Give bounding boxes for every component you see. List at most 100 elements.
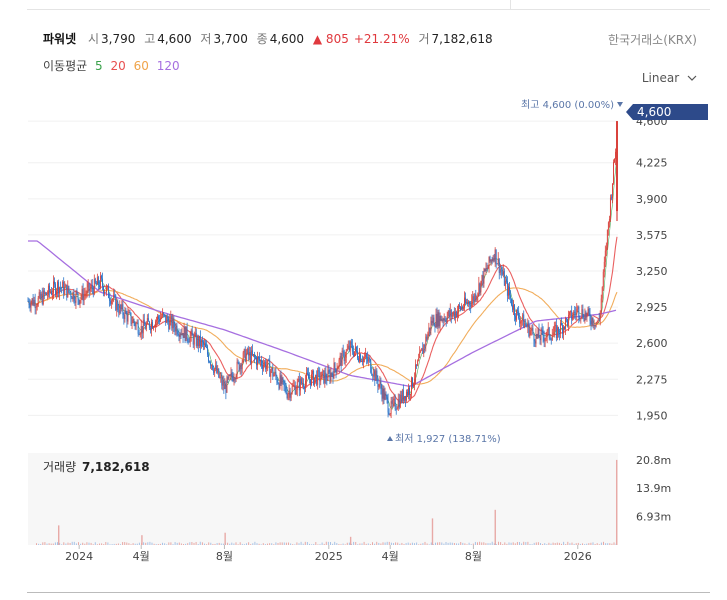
candle-body — [147, 318, 149, 322]
volume-bar — [298, 543, 300, 545]
candle-body — [334, 363, 336, 369]
moving-average-legend[interactable]: 이동평균 5 20 60 120 — [43, 57, 184, 74]
candle-body — [131, 322, 133, 324]
volume-bar — [342, 543, 344, 545]
volume-bar — [313, 543, 315, 545]
candle-body — [392, 399, 394, 404]
candle-body — [297, 378, 299, 382]
volume-bar — [487, 543, 489, 545]
volume-bar — [554, 543, 556, 545]
candle-body — [451, 314, 453, 317]
volume-bar — [519, 542, 520, 545]
candle-body — [316, 374, 318, 385]
volume-bar — [71, 541, 73, 545]
candle-body — [80, 297, 82, 301]
candle-body — [428, 327, 430, 334]
ma-120[interactable]: 120 — [156, 59, 180, 73]
volume-bar — [588, 543, 590, 545]
candle-body — [82, 289, 84, 301]
volume-bar — [365, 543, 367, 545]
candle-body — [116, 301, 118, 311]
candle-body — [79, 300, 81, 305]
candle-body — [515, 316, 517, 320]
candle-body — [136, 322, 138, 324]
volume-bar — [579, 543, 581, 545]
candle-body — [507, 287, 509, 296]
candle-body — [339, 356, 341, 360]
candle-body — [405, 391, 407, 401]
candle-body — [438, 312, 440, 327]
candle-body — [597, 319, 599, 323]
volume-bar — [42, 542, 44, 545]
candle-body — [300, 378, 302, 384]
candle-body — [279, 375, 281, 389]
volume-bar — [48, 543, 50, 545]
candle-body — [45, 292, 47, 296]
candle-body — [258, 356, 259, 358]
volume-bar — [185, 543, 187, 545]
candle-body — [605, 247, 607, 251]
candle-body — [349, 341, 351, 351]
candle-body — [593, 325, 595, 326]
candle-body — [107, 286, 109, 288]
ma-60[interactable]: 60 — [133, 59, 149, 73]
candle-body — [564, 326, 565, 330]
candle-body — [249, 352, 251, 363]
candle-body — [606, 229, 608, 248]
candle-body — [462, 307, 463, 309]
candle-body — [521, 320, 523, 322]
volume-bar — [65, 543, 67, 545]
candle-body — [256, 358, 257, 366]
volume-bar — [321, 542, 323, 545]
min-price-annotation: 최저 1,927 (138.71%) — [395, 433, 501, 445]
candle-body — [62, 281, 64, 289]
volume-bar — [153, 543, 155, 545]
candle-body — [318, 370, 320, 372]
candle-body — [207, 347, 208, 355]
candle-body — [610, 197, 612, 199]
volume-bar — [590, 542, 592, 545]
candle-body — [255, 357, 256, 359]
candle-body — [370, 359, 372, 373]
volume-bar — [319, 544, 321, 545]
candle-body — [65, 284, 67, 287]
ma-5[interactable]: 5 — [95, 59, 103, 73]
candle-body — [464, 297, 466, 308]
y-tick-label: 2,925 — [636, 301, 668, 314]
volume-bar — [527, 541, 529, 545]
ma-20[interactable]: 20 — [110, 59, 126, 73]
candle-body — [128, 312, 130, 313]
candle-body — [530, 329, 532, 331]
volume-spike — [349, 536, 352, 545]
candle-body — [64, 286, 66, 295]
candle-body — [380, 382, 382, 390]
candle-body — [124, 310, 126, 320]
candle-body — [260, 360, 262, 362]
candle-body — [322, 370, 324, 372]
volume-bar — [277, 542, 279, 545]
candle-body — [95, 283, 97, 285]
candle-body — [511, 298, 512, 306]
y-tick-label: 3,575 — [636, 229, 668, 242]
chevron-down-icon — [687, 75, 697, 81]
volume-bar — [170, 542, 172, 545]
candle-body — [395, 409, 397, 410]
candle-body — [469, 301, 471, 305]
volume-bar — [340, 544, 342, 545]
candle-body — [400, 394, 402, 402]
volume-bar — [537, 542, 539, 545]
volume-bar — [600, 542, 602, 545]
candle-body — [53, 281, 54, 294]
candle-body — [284, 385, 286, 387]
volume-bar — [195, 541, 197, 545]
candle-body — [123, 314, 125, 320]
candle-body — [38, 292, 40, 298]
volume-bar — [52, 543, 54, 545]
volume-bar — [300, 541, 302, 545]
scale-selector[interactable]: Linear — [642, 71, 697, 85]
volume-bar — [346, 542, 348, 545]
candle-body — [240, 364, 242, 370]
candle-body — [501, 271, 503, 275]
candle-body — [573, 311, 575, 317]
